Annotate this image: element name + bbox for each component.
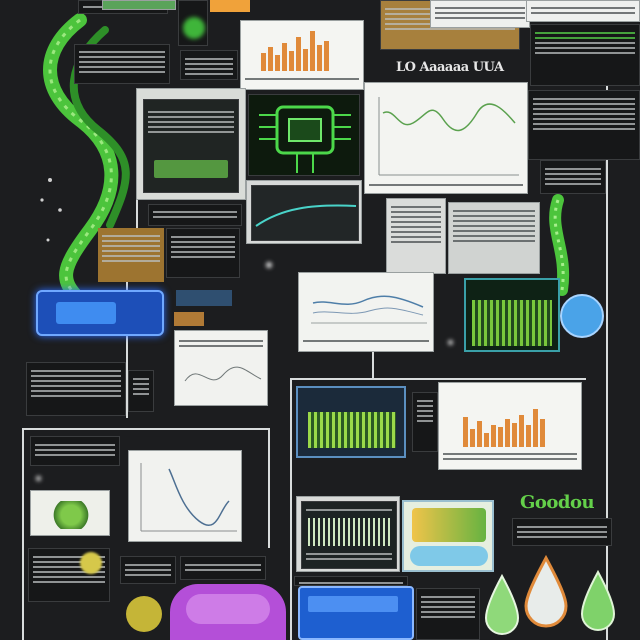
gear-icon (80, 552, 102, 574)
text-panel (30, 436, 120, 466)
text-panel (26, 362, 126, 416)
petri-dish-icon (410, 546, 488, 566)
wave-panel (251, 185, 359, 241)
field-image-panel (464, 278, 560, 352)
bar-columns (308, 518, 392, 546)
connector-line (606, 50, 608, 640)
text-panel (448, 202, 540, 274)
connector-line (136, 200, 138, 240)
text-panel (386, 198, 446, 274)
bottom-right-heading: Goodou (520, 492, 595, 513)
decay-line-chart (140, 463, 237, 532)
petri-image-panel (402, 500, 494, 572)
connector-line (290, 378, 292, 640)
center-chart-panel (298, 272, 434, 352)
gear-icon (183, 17, 205, 39)
blue-card-highlight (308, 596, 398, 612)
connector-line (372, 352, 374, 380)
crop-chart-panel (301, 501, 397, 569)
connector-line (290, 378, 586, 380)
sunlit-field (412, 508, 486, 542)
text-panel (180, 50, 238, 80)
text-panel (180, 556, 266, 580)
text-panel (166, 228, 240, 278)
pcb-chip-panel (248, 94, 360, 176)
line-chart-panel (364, 82, 528, 194)
bar-chart-panel (438, 382, 582, 470)
dna-helix-icon (549, 194, 570, 296)
pcb-chip-icon (259, 105, 351, 173)
flask-highlight (186, 594, 270, 624)
small-badge (176, 290, 232, 306)
crop-field (308, 412, 396, 448)
small-line-chart (184, 366, 262, 382)
title-text: LO Aaaaaa UUA (396, 60, 504, 75)
center-line-chart (311, 295, 427, 324)
chalk-panel-frame (136, 88, 246, 200)
green-panel (530, 24, 640, 86)
text-panel (416, 588, 480, 640)
text-panel (148, 204, 242, 226)
text-panel (528, 90, 640, 160)
speck (266, 262, 272, 268)
decay-chart-panel (128, 450, 242, 542)
field-image-panel (296, 386, 406, 458)
image-strip (102, 0, 176, 10)
petri-dish-icon (560, 294, 604, 338)
text-panel (512, 518, 612, 546)
small-chart-panel (174, 330, 268, 406)
connector-line (22, 428, 24, 640)
orange-badge (210, 0, 250, 12)
text-panel (128, 370, 154, 412)
text-panel (430, 0, 530, 28)
gear-panel (178, 0, 208, 46)
text-panel (120, 556, 176, 584)
purple-flask-panel (170, 584, 286, 640)
text-panel (294, 576, 408, 586)
drop-icon (524, 554, 568, 628)
text-panel (74, 44, 170, 84)
connector-line (22, 428, 270, 430)
bar-chart-panel (240, 20, 364, 90)
speck (36, 476, 41, 481)
plant-icon (51, 501, 91, 529)
wave-panel-frame (246, 180, 362, 244)
crop-chart-frame (296, 496, 400, 572)
connector-line (268, 428, 270, 548)
blue-card-panel (298, 586, 414, 640)
line-chart (378, 97, 519, 176)
capsule-highlight (56, 302, 116, 324)
plant-image-panel (30, 490, 110, 536)
lemon-icon (126, 596, 162, 632)
text-panel (412, 392, 438, 452)
chalk-panel (143, 99, 239, 193)
text-panel (526, 0, 640, 22)
speck (448, 340, 453, 345)
gold-text-panel (98, 228, 164, 282)
blue-capsule-panel (36, 290, 164, 336)
text-panel (540, 160, 606, 194)
small-badge (174, 312, 204, 326)
wave-line (255, 204, 357, 227)
drop-icon (484, 573, 520, 635)
chalk-heading (154, 160, 228, 178)
crop-field (472, 300, 552, 346)
drop-icon (580, 569, 616, 631)
